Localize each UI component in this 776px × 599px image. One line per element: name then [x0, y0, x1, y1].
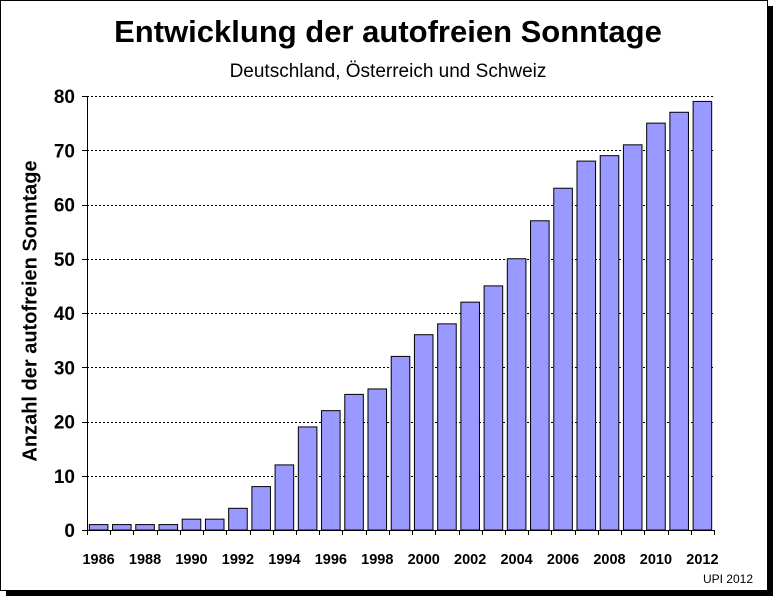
y-tick-label: 70: [54, 141, 75, 162]
y-tick-label: 80: [54, 87, 75, 108]
x-tick-label: 2008: [593, 552, 625, 568]
x-tick-label: 2002: [454, 552, 486, 568]
y-tick-label: 60: [54, 196, 75, 217]
bar-1998: [367, 388, 388, 531]
bar-1989: [158, 524, 179, 531]
source-footer: UPI 2012: [702, 572, 753, 586]
bar-2006: [553, 187, 573, 531]
bars: [88, 100, 713, 531]
bar-2007: [576, 160, 597, 531]
y-tick-label: 40: [54, 304, 75, 325]
bar-2001: [437, 323, 457, 531]
bar-1988: [135, 524, 155, 531]
x-tick-labels: 1986 1988 1990 1992 1994 1996 1998 2000 2002 2004…: [82, 552, 718, 568]
bar-1994: [274, 464, 295, 531]
y-tick-labels: 0 10 20 30 40 50 60 70 80: [54, 87, 75, 542]
x-tick-label: 1996: [315, 552, 347, 568]
bar-2008: [599, 155, 620, 531]
y-tick-label: 50: [54, 250, 75, 271]
axes: [82, 96, 715, 535]
bar-1986: [88, 524, 109, 531]
bar-2011: [669, 111, 689, 531]
frame-shadow-right: [767, 6, 773, 592]
bar-1991: [204, 518, 225, 531]
x-tick-label: 1986: [82, 552, 114, 568]
bar-1999: [390, 355, 411, 531]
bar-2005: [530, 220, 550, 531]
chart-subtitle: Deutschland, Österreich und Schweiz: [229, 61, 547, 82]
bar-2012: [692, 100, 713, 531]
frame-shadow-bottom: [6, 590, 773, 596]
y-tick-label: 30: [54, 358, 75, 379]
bar-2004: [506, 258, 527, 531]
x-tick-label: 1988: [129, 552, 161, 568]
x-tick-label: 2004: [500, 552, 532, 568]
bar-1992: [228, 507, 248, 531]
bar-1990: [181, 518, 202, 531]
bar-1995: [297, 426, 318, 531]
y-tick-label: 20: [54, 413, 75, 434]
x-tick-label: 1992: [222, 552, 254, 568]
bar-2010: [646, 122, 666, 531]
bar-1987: [112, 524, 132, 531]
x-tick-label: 1998: [361, 552, 393, 568]
bar-1993: [251, 486, 271, 531]
x-tick-label: 1994: [268, 552, 300, 568]
bar-1997: [344, 393, 364, 531]
y-tick-label: 10: [54, 467, 75, 488]
chart-title: Entwicklung der autofreien Sonntage: [114, 14, 662, 49]
bar-2003: [483, 285, 504, 531]
x-tick-label: 2010: [640, 552, 672, 568]
x-tick-label: 1990: [175, 552, 207, 568]
x-tick-label: 2006: [547, 552, 579, 568]
bar-2009: [622, 144, 643, 531]
bar-2000: [413, 334, 434, 531]
x-tick-label: 2012: [686, 552, 718, 568]
bar-1996: [321, 410, 341, 531]
x-tick-label: 2000: [408, 552, 440, 568]
y-tick-label: 0: [64, 521, 75, 542]
bar-2002: [460, 301, 480, 531]
